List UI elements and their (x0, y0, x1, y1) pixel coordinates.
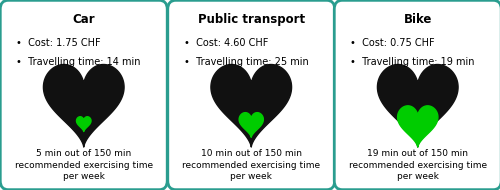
Text: Bike: Bike (404, 13, 432, 26)
Text: •  Cost: 1.75 CHF: • Cost: 1.75 CHF (16, 38, 100, 48)
FancyBboxPatch shape (0, 0, 167, 190)
Polygon shape (398, 106, 438, 147)
Text: Car: Car (72, 13, 95, 26)
Text: 19 min out of 150 min
recommended exercising time
per week: 19 min out of 150 min recommended exerci… (348, 150, 487, 181)
Polygon shape (211, 64, 292, 147)
Polygon shape (76, 117, 91, 132)
Polygon shape (44, 64, 124, 147)
Text: •  Cost: 0.75 CHF: • Cost: 0.75 CHF (350, 38, 434, 48)
FancyBboxPatch shape (334, 0, 500, 190)
Text: 10 min out of 150 min
recommended exercising time
per week: 10 min out of 150 min recommended exerci… (182, 150, 320, 181)
Text: •  Travelling time: 14 min: • Travelling time: 14 min (16, 58, 140, 67)
Polygon shape (239, 113, 264, 137)
Polygon shape (378, 64, 458, 147)
Text: •  Travelling time: 25 min: • Travelling time: 25 min (184, 58, 308, 67)
Text: 5 min out of 150 min
recommended exercising time
per week: 5 min out of 150 min recommended exercis… (14, 150, 153, 181)
FancyBboxPatch shape (168, 0, 334, 190)
Text: •  Travelling time: 19 min: • Travelling time: 19 min (350, 58, 474, 67)
Text: Public transport: Public transport (198, 13, 305, 26)
Text: •  Cost: 4.60 CHF: • Cost: 4.60 CHF (184, 38, 268, 48)
